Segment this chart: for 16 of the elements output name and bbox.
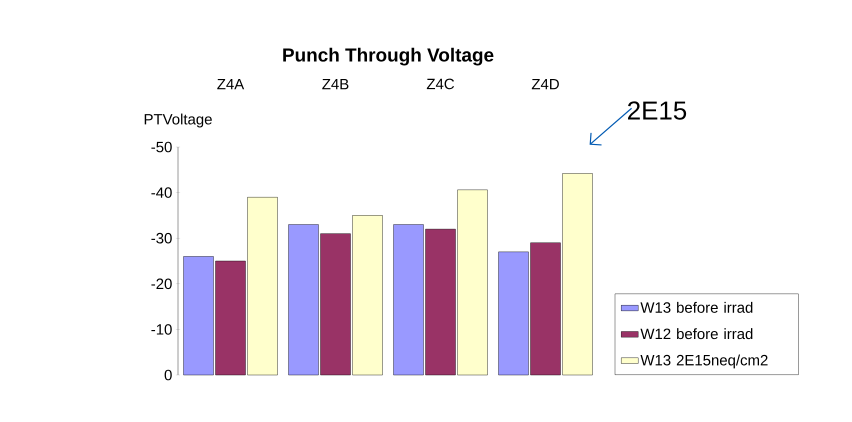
y-tick-label: 0 — [164, 370, 172, 380]
y-tick-label: -50 — [151, 142, 172, 152]
y-tick-label: -10 — [151, 324, 172, 335]
chart-title: Punch Through Voltage — [283, 48, 494, 66]
legend-label: W13 2E15neq/cm2 — [640, 354, 768, 368]
x-tick-label: Z4D — [532, 78, 559, 90]
y-tick-label: -30 — [151, 232, 172, 244]
y-tick-label: -40 — [151, 187, 172, 198]
y-tick-label: -20 — [151, 278, 172, 290]
y-axis-title: PTVoltage — [144, 114, 212, 128]
legend-label: W13 before irrad — [640, 302, 752, 313]
legend-label: W12 before irrad — [640, 328, 752, 340]
text: 2E15 — [628, 101, 686, 120]
x-tick-label: Z4B — [322, 78, 348, 90]
x-tick-label: Z4A — [217, 78, 244, 90]
x-tick-label: Z4C — [426, 78, 454, 90]
